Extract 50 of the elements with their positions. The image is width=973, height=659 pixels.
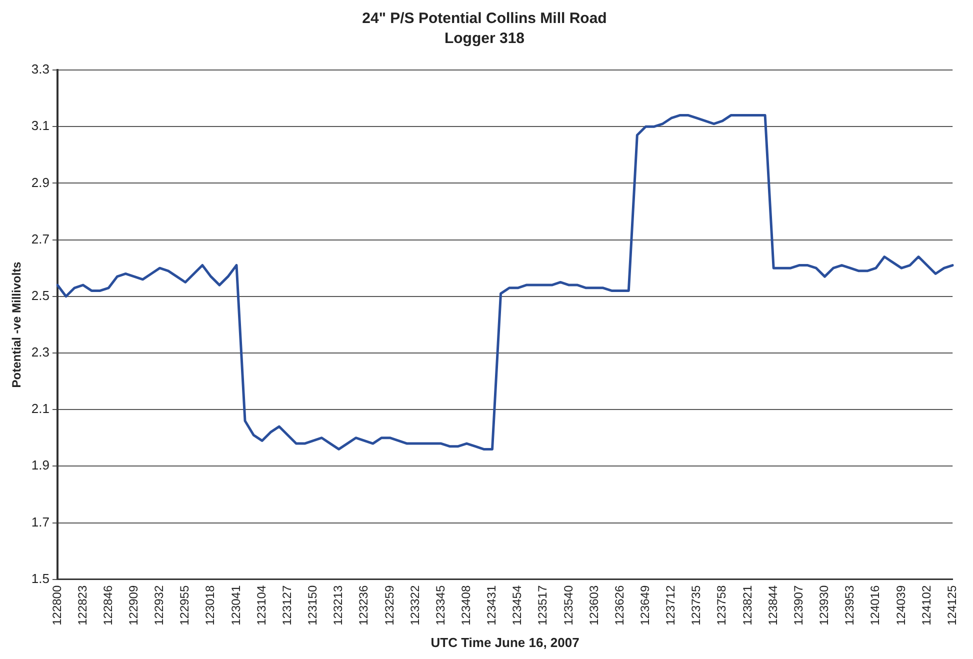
y-tick-label: 2.1 <box>31 401 50 416</box>
x-tick-label: 123018 <box>203 585 218 626</box>
y-tick-label: 3.3 <box>31 62 50 77</box>
x-tick-label: 123626 <box>612 585 626 626</box>
x-tick-label: 123259 <box>382 585 396 626</box>
x-tick-label: 124125 <box>944 585 959 626</box>
x-tick-label: 123735 <box>689 585 704 626</box>
x-tick-label: 122846 <box>100 585 115 626</box>
y-tick-label: 1.9 <box>31 458 50 473</box>
x-tick-label: 124016 <box>868 585 882 626</box>
x-tick-label: 122955 <box>178 585 192 626</box>
x-tick-label: 123758 <box>714 585 729 626</box>
x-tick-label: 123603 <box>586 585 601 626</box>
y-tick-label: 1.7 <box>31 514 50 530</box>
x-tick-label: 123322 <box>408 585 422 626</box>
y-tick-label: 2.3 <box>31 344 50 360</box>
x-axis-title: UTC Time June 16, 2007 <box>430 634 580 650</box>
x-tick-label: 123907 <box>791 585 806 626</box>
x-tick-label: 123649 <box>638 585 652 626</box>
x-tick-label: 123540 <box>561 585 576 626</box>
y-tick-label: 2.7 <box>31 231 50 246</box>
y-tick-label: 2.9 <box>31 174 50 190</box>
x-tick-label: 122932 <box>152 585 166 626</box>
x-tick-label: 123345 <box>433 585 448 626</box>
y-tick-label: 2.5 <box>31 288 50 303</box>
x-tick-label: 123236 <box>356 585 371 626</box>
x-tick-label: 124102 <box>919 585 934 626</box>
chart-subtitle: Logger 318 <box>444 30 525 48</box>
x-tick-label: 124039 <box>894 585 908 626</box>
x-tick-label: 122823 <box>75 585 90 626</box>
y-tick-label: 1.5 <box>31 570 50 586</box>
x-tick-label: 123953 <box>842 585 857 626</box>
x-tick-label: 123431 <box>484 585 499 626</box>
x-tick-label: 123127 <box>280 585 294 626</box>
x-tick-label: 123408 <box>458 585 473 626</box>
x-tick-label: 123454 <box>510 585 524 626</box>
x-tick-label: 123844 <box>766 585 780 626</box>
x-tick-label: 123930 <box>817 585 832 626</box>
x-tick-label: 123213 <box>331 585 346 626</box>
x-tick-label: 123150 <box>306 585 320 626</box>
y-axis-title: Potential -ve Millivolts <box>10 261 24 388</box>
x-tick-label: 123104 <box>254 585 268 626</box>
chart-title: 24" P/S Potential Collins Mill Road <box>362 10 607 28</box>
x-tick-label: 123041 <box>228 585 243 626</box>
x-tick-label: 123712 <box>664 585 678 626</box>
x-tick-label: 122909 <box>126 585 141 626</box>
y-tick-label: 3.1 <box>31 118 50 134</box>
x-tick-label: 122800 <box>50 585 64 626</box>
x-tick-label: 123821 <box>740 585 754 626</box>
x-tick-label: 123517 <box>536 585 550 626</box>
